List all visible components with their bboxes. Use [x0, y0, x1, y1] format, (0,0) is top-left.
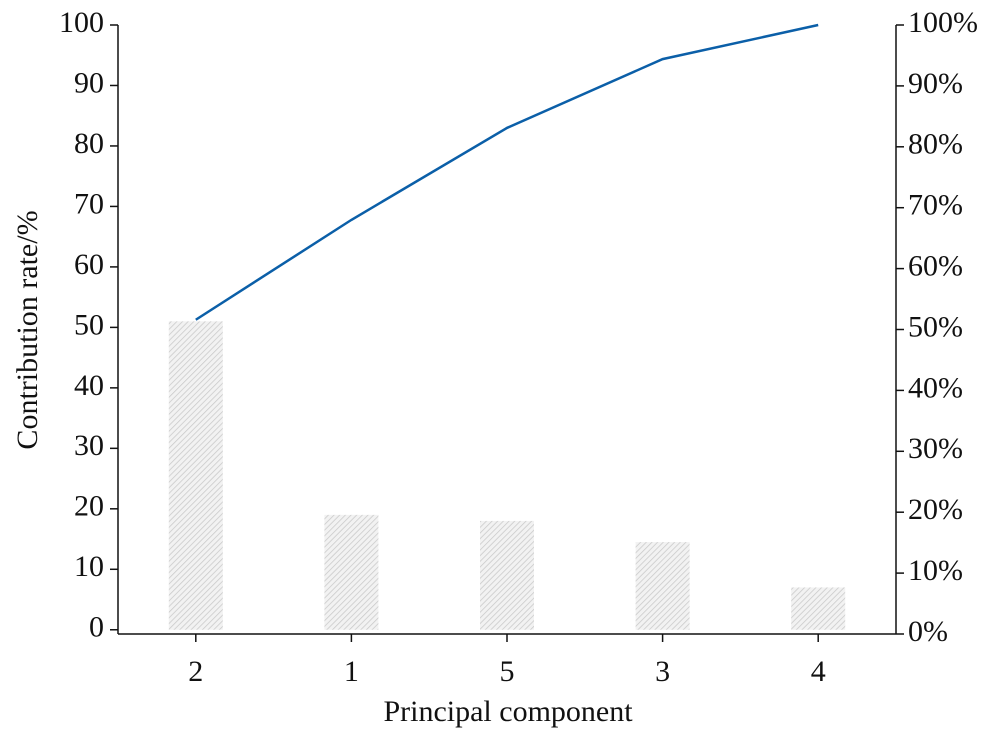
y-tick-label: 30 [74, 429, 104, 462]
bar [324, 514, 379, 630]
y-tick-label: 20 [74, 490, 104, 523]
y2-tick-label: 20% [908, 493, 963, 526]
y-tick-label: 0 [89, 611, 104, 644]
y-tick-label: 10 [74, 550, 104, 583]
y-tick-label: 50 [74, 308, 104, 341]
x-tick-label: 5 [500, 655, 515, 688]
y2-tick-label: 40% [908, 371, 963, 404]
y-tick-label: 40 [74, 369, 104, 402]
y2-tick-label: 60% [908, 249, 963, 282]
y2-tick-label: 100% [908, 6, 978, 39]
y-tick-label: 100 [59, 6, 104, 39]
y2-tick-label: 90% [908, 67, 963, 100]
x-tick-label: 3 [655, 655, 670, 688]
y-tick-label: 60 [74, 248, 104, 281]
bar [791, 587, 846, 630]
x-axis-label: Principal component [383, 695, 633, 728]
bar [635, 542, 690, 630]
y2-tick-label: 10% [908, 554, 963, 587]
y2-tick-label: 0% [908, 615, 948, 648]
y2-tick-label: 70% [908, 189, 963, 222]
x-tick-label: 2 [188, 655, 203, 688]
y-tick-label: 70 [74, 187, 104, 220]
y2-tick-label: 80% [908, 128, 963, 161]
y-axis-label: Contribution rate/% [11, 210, 44, 449]
x-tick-label: 4 [811, 655, 826, 688]
cumulative-line [195, 23, 819, 321]
y2-tick-label: 50% [908, 310, 963, 343]
bar [480, 520, 534, 630]
x-tick-label: 1 [344, 655, 359, 688]
y-tick-label: 90 [74, 66, 104, 99]
y-tick-label: 80 [74, 127, 104, 160]
y2-tick-label: 30% [908, 432, 963, 465]
bar [168, 321, 223, 630]
